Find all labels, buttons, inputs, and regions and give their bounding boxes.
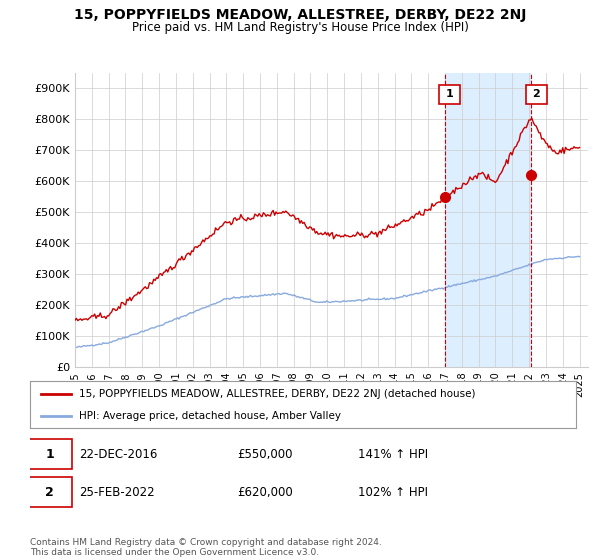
FancyBboxPatch shape [27,477,72,507]
FancyBboxPatch shape [526,85,547,104]
Text: 1: 1 [446,90,454,100]
FancyBboxPatch shape [27,440,72,469]
Text: 1: 1 [45,448,54,461]
Text: £550,000: £550,000 [238,448,293,461]
Text: 15, POPPYFIELDS MEADOW, ALLESTREE, DERBY, DE22 2NJ (detached house): 15, POPPYFIELDS MEADOW, ALLESTREE, DERBY… [79,389,476,399]
Text: 141% ↑ HPI: 141% ↑ HPI [358,448,428,461]
Text: Contains HM Land Registry data © Crown copyright and database right 2024.
This d: Contains HM Land Registry data © Crown c… [30,538,382,557]
FancyBboxPatch shape [439,85,460,104]
Text: 15, POPPYFIELDS MEADOW, ALLESTREE, DERBY, DE22 2NJ: 15, POPPYFIELDS MEADOW, ALLESTREE, DERBY… [74,8,526,22]
Text: Price paid vs. HM Land Registry's House Price Index (HPI): Price paid vs. HM Land Registry's House … [131,21,469,34]
Text: 2: 2 [45,486,54,498]
Text: 25-FEB-2022: 25-FEB-2022 [79,486,155,498]
Text: HPI: Average price, detached house, Amber Valley: HPI: Average price, detached house, Ambe… [79,410,341,421]
Text: £620,000: £620,000 [238,486,293,498]
Text: 22-DEC-2016: 22-DEC-2016 [79,448,158,461]
Bar [445,73,531,367]
Text: 102% ↑ HPI: 102% ↑ HPI [358,486,428,498]
Text: 2: 2 [532,90,540,100]
